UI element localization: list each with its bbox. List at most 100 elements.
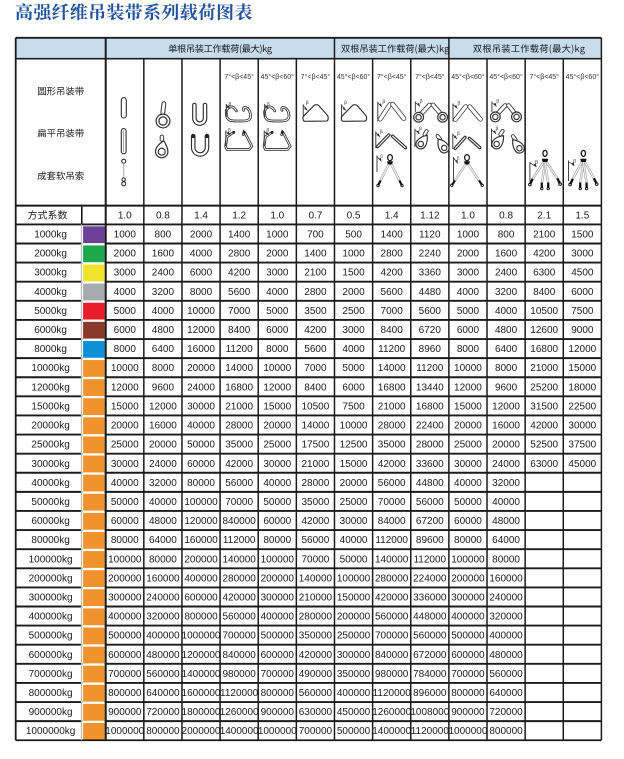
svg-text:30000: 30000 [568,421,596,432]
svg-text:300000: 300000 [451,593,485,604]
svg-text:56000: 56000 [378,478,406,489]
svg-text:0.5: 0.5 [347,211,361,222]
svg-text:31500: 31500 [530,401,558,412]
svg-text:30000: 30000 [263,459,291,470]
svg-text:700000: 700000 [108,669,142,680]
svg-text:16000: 16000 [149,421,177,432]
svg-text:1200000: 1200000 [182,650,221,661]
svg-text:16800: 16800 [225,382,253,393]
svg-text:500000: 500000 [451,631,485,642]
svg-text:1000: 1000 [114,230,137,241]
svg-text:112000: 112000 [223,535,256,546]
svg-text:3200: 3200 [152,287,175,298]
svg-text:42000: 42000 [530,421,558,432]
svg-text:8960: 8960 [419,344,442,355]
svg-text:5000: 5000 [114,306,137,317]
svg-text:9600: 9600 [495,382,518,393]
svg-text:42000: 42000 [302,516,330,527]
svg-text:800000: 800000 [261,688,295,699]
svg-text:200000: 200000 [184,554,218,565]
svg-text:6400: 6400 [152,344,175,355]
svg-text:2000kg: 2000kg [34,249,67,260]
svg-text:672000: 672000 [413,650,447,661]
svg-text:240000: 240000 [146,593,180,604]
svg-text:15000: 15000 [454,401,482,412]
svg-text:3200: 3200 [495,287,518,298]
svg-text:15000: 15000 [568,363,596,374]
svg-text:640000: 640000 [489,688,523,699]
svg-text:1400000: 1400000 [372,726,411,737]
svg-text:40000: 40000 [263,478,291,489]
svg-text:6000kg: 6000kg [34,325,67,336]
svg-text:840000: 840000 [222,516,256,527]
svg-text:1120000: 1120000 [373,688,412,699]
svg-text:420000: 420000 [375,593,409,604]
svg-text:112000: 112000 [375,535,408,546]
svg-text:350000: 350000 [299,631,333,642]
svg-text:2240: 2240 [419,249,442,260]
svg-text:6400: 6400 [495,344,518,355]
svg-text:0.7: 0.7 [308,211,322,222]
svg-text:6000: 6000 [457,325,480,336]
svg-text:4200: 4200 [533,249,556,260]
svg-text:560000: 560000 [299,688,333,699]
svg-text:200000: 200000 [261,573,295,584]
svg-text:840000: 840000 [222,650,256,661]
svg-text:800000: 800000 [489,726,523,737]
svg-text:18000: 18000 [568,382,596,393]
svg-text:6000: 6000 [114,325,137,336]
svg-text:8400: 8400 [381,325,404,336]
svg-text:1260000: 1260000 [220,707,259,718]
svg-text:600000: 600000 [261,650,295,661]
svg-text:11200: 11200 [226,344,254,355]
svg-text:0.8: 0.8 [156,211,170,222]
svg-text:70000: 70000 [225,497,253,508]
svg-text:25000: 25000 [340,497,368,508]
svg-text:28000: 28000 [416,440,444,451]
svg-text:560000: 560000 [489,669,523,680]
svg-text:11200: 11200 [416,363,444,374]
svg-text:1600000: 1600000 [182,688,221,699]
svg-text:6300: 6300 [533,268,556,279]
svg-text:400000kg: 400000kg [29,612,73,623]
svg-text:12000: 12000 [149,401,177,412]
svg-text:50000: 50000 [263,497,291,508]
svg-text:6000: 6000 [266,325,289,336]
svg-text:56000: 56000 [225,478,253,489]
svg-text:350000: 350000 [337,669,371,680]
svg-text:2000: 2000 [114,249,137,260]
svg-text:13440: 13440 [416,382,444,393]
svg-text:42000: 42000 [225,459,253,470]
svg-text:700000: 700000 [375,631,409,642]
svg-text:8400: 8400 [533,287,556,298]
svg-text:10000: 10000 [454,363,482,374]
svg-text:56000: 56000 [416,497,444,508]
svg-text:700000: 700000 [299,726,333,737]
svg-text:30000: 30000 [340,516,368,527]
svg-text:7°<β<45°: 7°<β<45° [301,73,331,81]
svg-text:8400: 8400 [228,325,251,336]
svg-text:17500: 17500 [302,440,330,451]
svg-text:12000: 12000 [454,382,482,393]
svg-text:1400000: 1400000 [220,726,259,737]
svg-text:21000: 21000 [225,401,253,412]
svg-text:28000: 28000 [302,478,330,489]
svg-text:700000: 700000 [261,669,295,680]
svg-text:800000: 800000 [146,726,180,737]
svg-text:9600: 9600 [152,382,175,393]
svg-text:50000kg: 50000kg [31,497,69,508]
svg-text:3000: 3000 [114,268,137,279]
svg-text:45000: 45000 [568,459,596,470]
svg-text:4500: 4500 [571,268,594,279]
svg-text:1400000: 1400000 [182,669,221,680]
svg-text:14000: 14000 [378,363,406,374]
svg-text:4480: 4480 [419,287,442,298]
svg-text:8000: 8000 [190,287,213,298]
svg-text:20000: 20000 [263,421,291,432]
svg-text:3000: 3000 [266,268,289,279]
svg-text:4200: 4200 [228,268,251,279]
svg-text:1008000: 1008000 [410,707,449,718]
svg-text:800000: 800000 [108,688,142,699]
svg-text:400000: 400000 [489,631,523,642]
svg-text:20000: 20000 [187,363,215,374]
